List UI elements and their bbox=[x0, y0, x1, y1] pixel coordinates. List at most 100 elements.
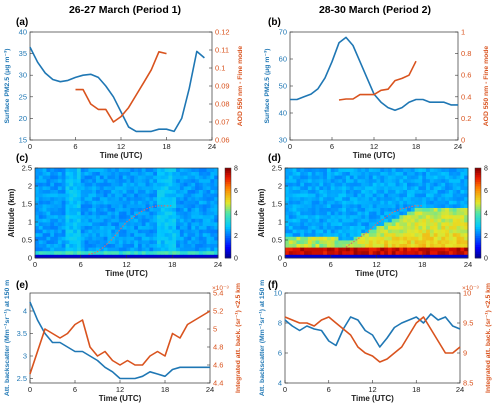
heatmap-cell bbox=[88, 193, 93, 198]
heatmap-cell bbox=[176, 189, 181, 194]
heatmap-cell bbox=[285, 236, 290, 241]
heatmap-cell bbox=[42, 225, 47, 230]
heatmap-cell bbox=[292, 247, 297, 252]
colorbar-segment bbox=[475, 228, 481, 232]
heatmap-cell bbox=[338, 254, 343, 259]
heatmap-cell bbox=[342, 175, 347, 180]
heatmap-cell bbox=[157, 168, 162, 172]
heatmap-cell bbox=[54, 232, 59, 237]
heatmap-cell bbox=[372, 218, 377, 223]
heatmap-cell bbox=[380, 247, 385, 252]
heatmap-cell bbox=[206, 247, 211, 252]
heatmap-cell bbox=[460, 207, 465, 212]
heatmap-cell bbox=[50, 211, 55, 216]
heatmap-cell bbox=[198, 240, 204, 244]
heatmap-cell bbox=[365, 186, 370, 190]
heatmap-cell bbox=[319, 211, 324, 216]
heatmap-cell bbox=[315, 200, 320, 205]
heatmap-cell bbox=[429, 236, 435, 241]
heatmap-cell bbox=[210, 222, 215, 226]
heatmap-cell bbox=[118, 186, 124, 190]
heatmap-cell bbox=[50, 182, 55, 187]
heatmap-cell bbox=[342, 171, 347, 176]
heatmap-cell bbox=[164, 254, 169, 259]
heatmap-cell bbox=[65, 178, 70, 183]
heatmap-cell bbox=[73, 171, 78, 176]
heatmap-cell bbox=[134, 211, 139, 216]
heatmap-cell bbox=[111, 200, 116, 205]
heatmap-cell bbox=[307, 207, 313, 212]
heatmap-cell bbox=[202, 229, 207, 234]
heatmap-cell bbox=[372, 175, 377, 180]
heatmap-cell bbox=[353, 168, 358, 172]
x-tick-label: 0 bbox=[283, 385, 287, 394]
right-tick-label: 5.2 bbox=[213, 307, 223, 316]
heatmap-cell bbox=[73, 196, 78, 201]
heatmap-cell bbox=[403, 229, 408, 234]
heatmap-cell bbox=[361, 175, 366, 180]
heatmap-cell bbox=[391, 207, 396, 212]
heatmap-cell bbox=[376, 168, 381, 172]
heatmap-cell bbox=[88, 211, 93, 216]
heatmap-cell bbox=[292, 240, 297, 244]
heatmap-cell bbox=[464, 171, 469, 176]
heatmap-cell bbox=[418, 200, 423, 205]
heatmap-cell bbox=[296, 214, 301, 219]
heatmap-cell bbox=[407, 218, 412, 223]
heatmap-cell bbox=[88, 243, 93, 248]
heatmap-cell bbox=[338, 207, 343, 212]
heatmap-cell bbox=[160, 189, 166, 194]
heatmap-cell bbox=[99, 247, 105, 252]
heatmap-cell bbox=[365, 232, 370, 237]
colorbar-segment bbox=[225, 251, 231, 254]
heatmap-cell bbox=[384, 218, 389, 223]
heatmap-cell bbox=[422, 254, 427, 259]
heatmap-cell bbox=[357, 214, 362, 219]
heatmap-cell bbox=[368, 193, 374, 198]
colorbar-segment bbox=[475, 253, 481, 257]
heatmap-cell bbox=[285, 250, 290, 255]
heatmap-cell bbox=[437, 171, 442, 176]
right-tick-label: 0.06 bbox=[215, 136, 230, 145]
heatmap-cell bbox=[456, 240, 461, 244]
heatmap-cell bbox=[300, 236, 305, 241]
right-tick-label: 0.4 bbox=[461, 92, 471, 101]
heatmap-cell bbox=[384, 196, 389, 201]
heatmap-cell bbox=[176, 204, 181, 208]
heatmap-cell bbox=[65, 229, 70, 234]
heatmap-cell bbox=[210, 168, 215, 172]
heatmap-cell bbox=[395, 178, 400, 183]
heatmap-cell bbox=[319, 204, 324, 208]
heatmap-cell bbox=[191, 171, 196, 176]
heatmap-cell bbox=[130, 189, 135, 194]
heatmap-cell bbox=[46, 211, 51, 216]
heatmap-cell bbox=[429, 250, 435, 255]
heatmap-cell bbox=[433, 178, 438, 183]
heatmap-cell bbox=[387, 200, 393, 205]
heatmap-cell bbox=[334, 243, 339, 248]
heatmap-cell bbox=[157, 189, 162, 194]
heatmap-cell bbox=[145, 218, 150, 223]
heatmap-cell bbox=[403, 240, 408, 244]
heatmap-cell bbox=[403, 207, 408, 212]
heatmap-cell bbox=[118, 211, 124, 216]
heatmap-cell bbox=[96, 175, 101, 180]
heatmap-cell bbox=[153, 218, 158, 223]
heatmap-cell bbox=[391, 222, 396, 226]
heatmap-cell bbox=[448, 200, 454, 205]
heatmap-cell bbox=[315, 171, 320, 176]
heatmap-cell bbox=[334, 182, 339, 187]
heatmap-cell bbox=[300, 186, 305, 190]
heatmap-cell bbox=[118, 196, 124, 201]
heatmap-cell bbox=[168, 229, 173, 234]
heatmap-cell bbox=[122, 171, 127, 176]
heatmap-cell bbox=[445, 211, 450, 216]
heatmap-cell bbox=[88, 196, 93, 201]
heatmap-cell bbox=[179, 178, 185, 183]
panel-label: (b) bbox=[268, 17, 281, 28]
heatmap-cell bbox=[426, 196, 431, 201]
heatmap-cell bbox=[414, 222, 419, 226]
heatmap-cell bbox=[422, 247, 427, 252]
heatmap-cell bbox=[448, 243, 454, 248]
heatmap-cell bbox=[168, 214, 173, 219]
